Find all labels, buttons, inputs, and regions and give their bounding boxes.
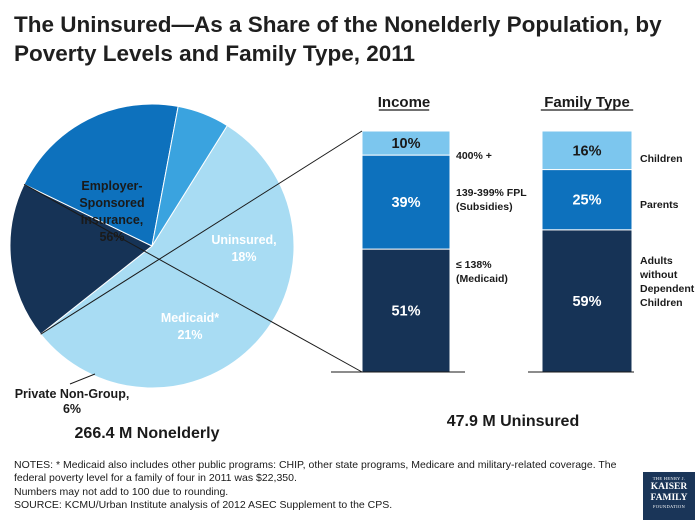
pie-slice <box>9 183 153 335</box>
bar-value-label: 16% <box>572 143 601 159</box>
bar-category-label: 400% + <box>456 150 492 162</box>
note-line: SOURCE: KCMU/Urban Institute analysis of… <box>14 499 393 512</box>
bar-segment <box>541 130 633 171</box>
bar-value-label: 51% <box>391 304 420 320</box>
bar-category-label: Dependent <box>640 283 695 295</box>
connector-line <box>40 130 363 335</box>
chart-canvas: Employer- Sponsored Insurance, 56% Uninsured… <box>9 94 695 442</box>
bar-total-label: 47.9 M Uninsured <box>447 413 579 430</box>
kaiser-logo: THE HENRY J. KAISER FAMILY FOUNDATION <box>643 472 695 520</box>
bar-segment <box>361 154 451 250</box>
pie-label: 6% <box>63 402 81 416</box>
bar-title: Family Type <box>544 94 630 111</box>
bar-category-label: ≤ 138% <box>456 259 492 271</box>
bar-title: Income <box>378 94 431 111</box>
bar-value-label: 25% <box>572 193 601 209</box>
bar-category-label: Adults <box>640 255 673 267</box>
bar-category-label: 139-399% FPL <box>456 187 527 199</box>
pie-label: 21% <box>177 328 202 342</box>
pie-label: Private Non-Group, <box>15 387 130 401</box>
pie-label: Insurance, <box>81 213 144 227</box>
bar-segment <box>361 248 451 373</box>
bar-category-label: Children <box>640 153 683 165</box>
bar-value-label: 59% <box>572 294 601 310</box>
leader-line <box>69 373 96 385</box>
bar-value-label: 10% <box>391 136 420 152</box>
bar-category-label: Parents <box>640 199 679 211</box>
pie-label: Employer- <box>81 179 142 193</box>
connector-line <box>23 183 363 373</box>
pie-slice <box>23 103 179 247</box>
bar-segment <box>541 229 633 373</box>
page-title: The Uninsured—As a Share of the Nonelder… <box>14 12 662 66</box>
note-line: Numbers may not add to 100 due to roundi… <box>14 485 229 498</box>
bar-category-label: without <box>639 269 678 281</box>
bar-category-label: Children <box>640 297 683 309</box>
bar-value-label: 39% <box>391 195 420 211</box>
notes-block: NOTES: * Medicaid also includes other pu… <box>14 459 624 513</box>
note-line: NOTES: * Medicaid also includes other pu… <box>14 459 617 485</box>
bar-segment <box>361 130 451 156</box>
pie-label: Uninsured, <box>211 233 276 247</box>
logo-line: THE HENRY J. <box>652 476 686 481</box>
logo-line: KAISER <box>650 482 688 492</box>
pie-label: 56% <box>99 230 124 244</box>
pie-slice <box>151 105 228 247</box>
pie-slice <box>40 124 295 389</box>
bar-category-label: (Medicaid) <box>456 273 508 285</box>
pie-label: Sponsored <box>79 196 144 210</box>
pie-label: 18% <box>231 250 256 264</box>
logo-line: FOUNDATION <box>653 504 685 509</box>
bar-category-label: (Subsidies) <box>456 201 513 213</box>
pie-total-label: 266.4 M Nonelderly <box>75 425 220 442</box>
logo-line: FAMILY <box>650 493 688 503</box>
pie-label: Medicaid* <box>161 311 219 325</box>
